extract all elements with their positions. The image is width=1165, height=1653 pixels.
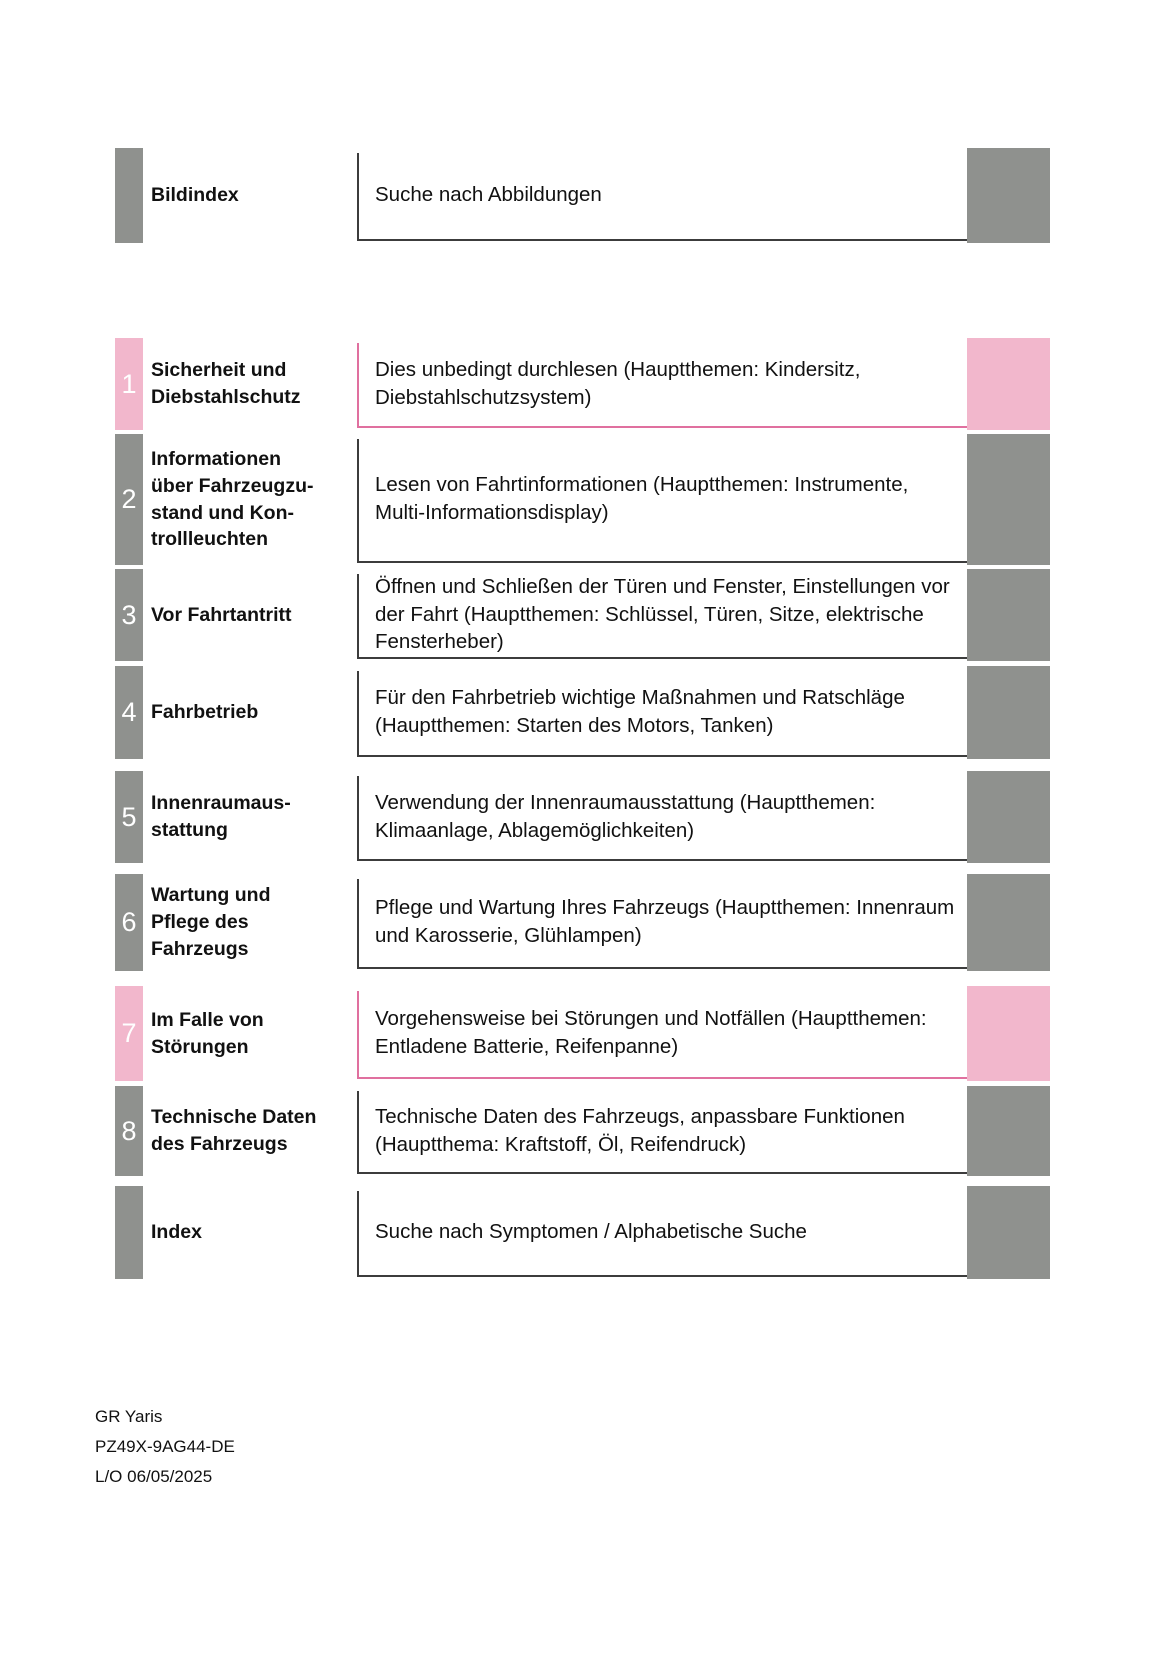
chapter-number: 8 xyxy=(121,1115,137,1146)
chapter-title: Bildindex xyxy=(151,184,239,207)
chapter-title: Fahrbetrieb xyxy=(151,701,259,724)
chapter-description: Vorgehensweise bei Störungen und Notfäll… xyxy=(357,991,967,1079)
chapter-number: 3 xyxy=(121,599,137,630)
chapter-description: Technische Daten des Fahrzeugs, anpassba… xyxy=(357,1091,967,1174)
chapter-number: 4 xyxy=(121,697,137,727)
toc-row: 4 Fahrbetrieb Für den Fahrbetrieb wichti… xyxy=(115,666,1050,759)
chapter-description-text: Technische Daten des Fahrzeugs, anpassba… xyxy=(375,1104,905,1156)
chapter-title: Index xyxy=(151,1221,202,1244)
chapter-tab-left: 1 xyxy=(115,338,143,430)
toc-row: 7 Im Falle von Störungen Vorgehensweise … xyxy=(115,986,1050,1081)
footer-layout-date: L/O 06/05/2025 xyxy=(95,1467,213,1486)
chapter-description: Lesen von Fahrtinformationen (Haupttheme… xyxy=(357,439,967,563)
chapter-title: Wartung und Pflege des Fahrzeugs xyxy=(151,884,271,960)
toc-row: Bildindex Suche nach Abbildungen xyxy=(115,148,1050,243)
toc-row: 6 Wartung und Pflege des Fahrzeugs Pfleg… xyxy=(115,874,1050,971)
chapter-number: 6 xyxy=(121,907,137,937)
chapter-tab-right xyxy=(967,986,1050,1081)
chapter-description: Öffnen und Schließen der Türen und Fenst… xyxy=(357,574,967,659)
footer-model: GR Yaris xyxy=(95,1407,163,1426)
chapter-title: Technische Daten des Fahrzeugs xyxy=(151,1106,317,1155)
chapter-description: Verwendung der Innenraumausstattung (Hau… xyxy=(357,776,967,861)
chapter-description-text: Suche nach Symptomen / Alphabetische Suc… xyxy=(375,1220,807,1244)
chapter-tab-right xyxy=(967,569,1050,661)
chapter-tab-left: 4 xyxy=(115,666,143,759)
chapter-number: 2 xyxy=(121,484,137,514)
chapter-tab-left xyxy=(115,1186,143,1279)
chapter-description-text: Vorgehensweise bei Störungen und Notfäll… xyxy=(375,1007,927,1058)
chapter-tab-right xyxy=(967,338,1050,430)
chapter-description-text: Öffnen und Schließen der Türen und Fenst… xyxy=(375,575,950,654)
chapter-tab-left: 7 xyxy=(115,986,143,1081)
chapter-description: Für den Fahrbetrieb wichtige Maßnahmen u… xyxy=(357,671,967,757)
chapter-tab-left: 3 xyxy=(115,569,143,661)
chapter-tab-right xyxy=(967,666,1050,759)
chapter-title: Informationen über Fahrzeugzu- stand und… xyxy=(151,447,314,551)
chapter-description-text: Dies unbedingt durchlesen (Hauptthemen: … xyxy=(375,357,861,409)
chapter-description-text: Pflege und Wartung Ihres Fahrzeugs (Haup… xyxy=(375,896,955,947)
chapter-tab-left xyxy=(115,148,143,243)
chapter-title: Innenraumaus- stattung xyxy=(151,792,291,841)
chapter-description: Suche nach Abbildungen xyxy=(357,153,967,241)
toc-row: 5 Innenraumaus- stattung Verwendung der … xyxy=(115,771,1050,863)
chapter-tab-left: 6 xyxy=(115,874,143,971)
chapter-tab-left: 8 xyxy=(115,1086,143,1176)
chapter-tab-right xyxy=(967,874,1050,971)
footer-part-number: PZ49X-9AG44-DE xyxy=(95,1437,235,1456)
chapter-tab-right xyxy=(967,1086,1050,1176)
page-footer: GR Yaris PZ49X-9AG44-DE L/O 06/05/2025 xyxy=(95,1402,235,1492)
chapter-number: 7 xyxy=(121,1018,137,1048)
chapter-title: Vor Fahrtantritt xyxy=(151,603,292,626)
chapter-description: Suche nach Symptomen / Alphabetische Suc… xyxy=(357,1191,967,1277)
toc-row: 1 Sicherheit und Diebstahlschutz Dies un… xyxy=(115,338,1050,430)
chapter-tab-right xyxy=(967,771,1050,863)
toc: Bildindex Suche nach Abbildungen 1 Siche… xyxy=(115,148,1050,1279)
chapter-number: 1 xyxy=(121,368,137,399)
chapter-tab-right xyxy=(967,1186,1050,1279)
toc-row: 8 Technische Daten des Fahrzeugs Technis… xyxy=(115,1086,1050,1176)
toc-row: 2 Informationen über Fahrzeugzu- stand u… xyxy=(115,434,1050,565)
toc-row: 3 Vor Fahrtantritt Öffnen und Schließen … xyxy=(115,569,1050,661)
chapter-tab-left: 2 xyxy=(115,434,143,565)
chapter-number: 5 xyxy=(121,801,137,832)
chapter-title: Im Falle von Störungen xyxy=(151,1008,264,1058)
chapter-description: Pflege und Wartung Ihres Fahrzeugs (Haup… xyxy=(357,879,967,969)
chapter-description-text: Suche nach Abbildungen xyxy=(375,183,602,207)
chapter-tab-left: 5 xyxy=(115,771,143,863)
chapter-description-text: Für den Fahrbetrieb wichtige Maßnahmen u… xyxy=(375,686,905,737)
chapter-description: Dies unbedingt durchlesen (Hauptthemen: … xyxy=(357,343,967,428)
chapter-description-text: Verwendung der Innenraumausstattung (Hau… xyxy=(375,790,876,842)
chapter-description-text: Lesen von Fahrtinformationen (Haupttheme… xyxy=(375,473,909,524)
chapter-tab-right xyxy=(967,434,1050,565)
chapter-title: Sicherheit und Diebstahlschutz xyxy=(151,359,301,408)
toc-row: Index Suche nach Symptomen / Alphabetisc… xyxy=(115,1186,1050,1279)
chapter-tab-right xyxy=(967,148,1050,243)
